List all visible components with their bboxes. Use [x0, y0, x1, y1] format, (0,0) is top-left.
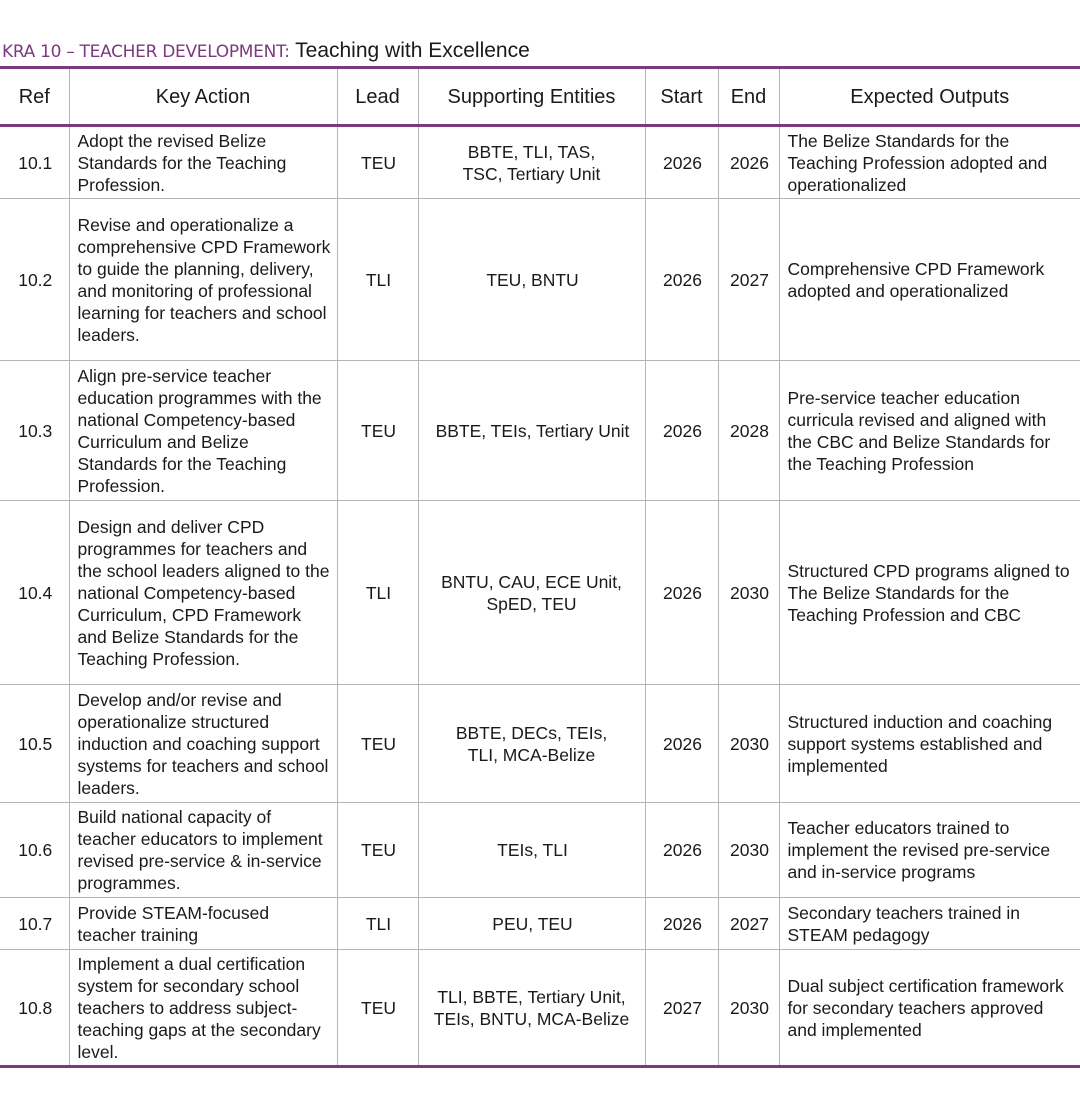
cell-end: 2030	[717, 949, 779, 1068]
cell-end: 2027	[717, 897, 779, 950]
cell-lead: TEU	[336, 684, 418, 803]
cell-end: 2028	[717, 360, 779, 501]
cell-ref: 10.1	[18, 152, 53, 173]
cell-start: 2026	[644, 360, 718, 501]
cell-ref: 10.3	[0, 360, 69, 501]
cell-expected-outputs: Structured induction and coaching suppor…	[778, 684, 1080, 803]
cell-supporting-entities: BBTE, TLI, TAS, TSC, Tertiary Unit	[417, 125, 645, 199]
cell-ref: 10.2	[0, 198, 69, 361]
cell-end: 2030	[717, 802, 779, 898]
cell-ref: 10.5	[0, 684, 69, 803]
cell-lead: TLI	[336, 198, 418, 361]
cell-supporting-entities: BBTE, DECs, TEIs, TLI, MCA-Belize	[417, 684, 645, 803]
header-end: End	[717, 67, 779, 126]
header-expected-outputs: Expected Outputs	[778, 67, 1080, 126]
table-row: 10.1 Adopt the revised Belize Standards …	[0, 125, 1080, 199]
header-key-action: Key Action	[68, 67, 337, 126]
cell-lead: TEU	[336, 802, 418, 898]
header-lead: Lead	[336, 67, 418, 126]
cell-lead: TLI	[336, 897, 418, 950]
cell-key-action: Adopt the revised Belize Standards for t…	[68, 125, 337, 199]
cell-expected-outputs: Comprehensive CPD Framework adopted and …	[778, 198, 1080, 361]
cell-lead: TEU	[336, 949, 418, 1068]
cell-key-action: Provide STEAM-focused teacher training	[68, 897, 337, 950]
cell-start: 2026	[644, 684, 718, 803]
cell-expected-outputs: Dual subject certification framework for…	[778, 949, 1080, 1068]
cell-expected-outputs: Teacher educators trained to implement t…	[778, 802, 1080, 898]
cell-key-action: Revise and operationalize a comprehensiv…	[68, 198, 337, 361]
header-start: Start	[644, 67, 718, 126]
cell-key-action: Develop and/or revise and operationalize…	[68, 684, 337, 803]
cell-supporting-entities: PEU, TEU	[417, 897, 645, 950]
table-header-row: Ref Key Action Lead Supporting Entities …	[0, 67, 1080, 126]
cell-end: 2030	[717, 500, 779, 685]
cell-supporting-entities: TEU, BNTU	[417, 198, 645, 361]
cell-lead: TLI	[336, 500, 418, 685]
page-title: KRA 10 – TEACHER DEVELOPMENT: Teaching w…	[2, 38, 530, 65]
table-row: 10.4 Design and deliver CPD programmes f…	[0, 500, 1080, 685]
table-row: 10.6 Build national capacity of teacher …	[0, 802, 1080, 898]
cell-start: 2026	[644, 198, 718, 361]
table-row: 10.8 Implement a dual certification syst…	[0, 949, 1080, 1068]
cell-key-action: Design and deliver CPD programmes for te…	[68, 500, 337, 685]
cell-start: 2027	[644, 949, 718, 1068]
cell-start: 2026	[644, 897, 718, 950]
cell-start: 2026	[644, 500, 718, 685]
cell-end: 2030	[717, 684, 779, 803]
cell-expected-outputs: Pre-service teacher education curricula …	[778, 360, 1080, 501]
table-row: 10.7 Provide STEAM-focused teacher train…	[0, 897, 1080, 950]
cell-ref: 10.7	[0, 897, 69, 950]
cell-ref: 10.8	[0, 949, 69, 1068]
cell-end: 2026	[717, 125, 779, 199]
cell-key-action: Build national capacity of teacher educa…	[68, 802, 337, 898]
table-row: 10.5 Develop and/or revise and operation…	[0, 684, 1080, 803]
header-ref: Ref	[18, 85, 50, 108]
cell-key-action: Implement a dual certification system fo…	[68, 949, 337, 1068]
cell-ref: 10.4	[0, 500, 69, 685]
table-row: 10.3 Align pre-service teacher education…	[0, 360, 1080, 501]
cell-lead: TEU	[336, 360, 418, 501]
header-supporting-entities: Supporting Entities	[417, 67, 645, 126]
cell-expected-outputs: Structured CPD programs aligned to The B…	[778, 500, 1080, 685]
cell-key-action: Align pre-service teacher education prog…	[68, 360, 337, 501]
cell-end: 2027	[717, 198, 779, 361]
cell-supporting-entities: BBTE, TEIs, Tertiary Unit	[417, 360, 645, 501]
cell-expected-outputs: Secondary teachers trained in STEAM peda…	[778, 897, 1080, 950]
cell-supporting-entities: TEIs, TLI	[417, 802, 645, 898]
cell-lead: TEU	[336, 125, 418, 199]
key-actions-table: Ref Key Action Lead Supporting Entities …	[0, 66, 1080, 1068]
table-row: 10.2 Revise and operationalize a compreh…	[0, 198, 1080, 361]
cell-supporting-entities: TLI, BBTE, Tertiary Unit, TEIs, BNTU, MC…	[417, 949, 645, 1068]
cell-start: 2026	[644, 125, 718, 199]
cell-supporting-entities: BNTU, CAU, ECE Unit, SpED, TEU	[417, 500, 645, 685]
cell-start: 2026	[644, 802, 718, 898]
cell-ref: 10.6	[0, 802, 69, 898]
kra-heading: KRA 10 – TEACHER DEVELOPMENT:	[2, 42, 290, 62]
cell-expected-outputs: The Belize Standards for the Teaching Pr…	[778, 125, 1080, 199]
kra-subtitle: Teaching with Excellence	[289, 39, 530, 62]
